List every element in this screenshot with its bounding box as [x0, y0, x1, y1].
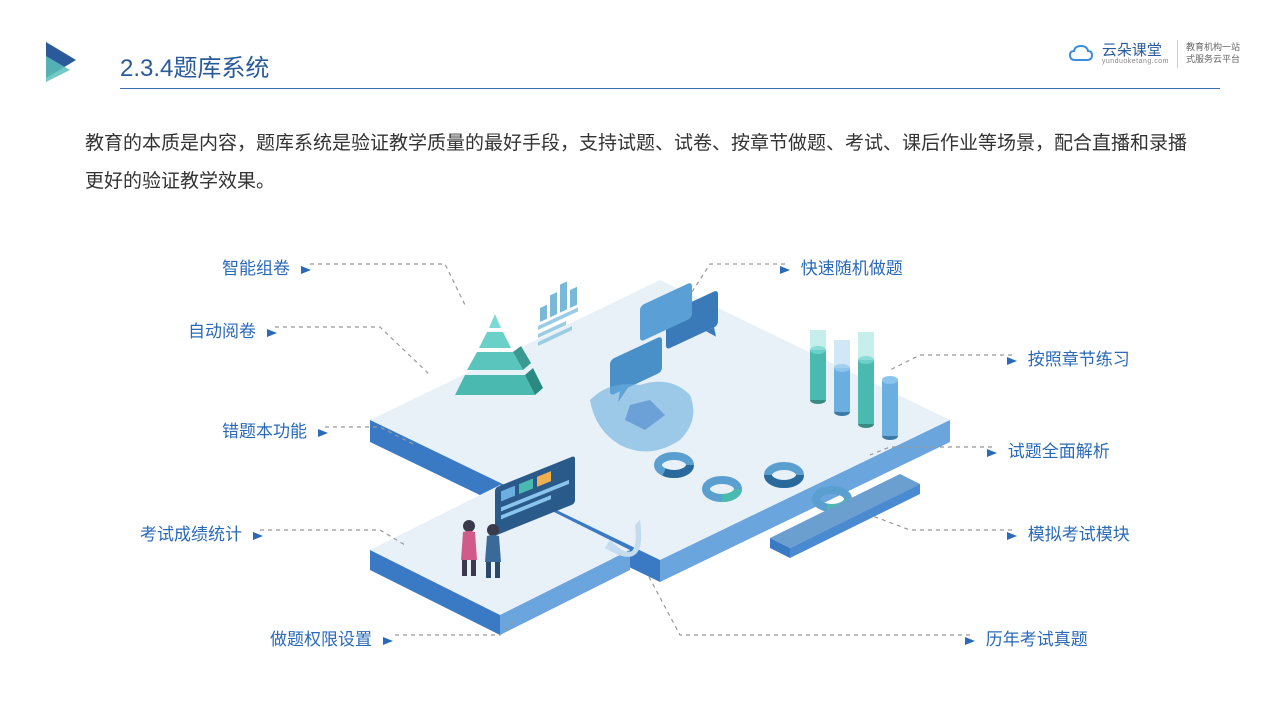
cloud-icon: [1068, 44, 1094, 64]
arrow-right-icon: [1005, 530, 1019, 542]
arrow-right-icon: [265, 327, 279, 339]
section-number: 2.3.4: [120, 55, 173, 82]
brand-logo: 云朵课堂 yunduoketang.com 教育机构一站 式服务云平台: [1068, 40, 1240, 68]
logo-tagline: 教育机构一站 式服务云平台: [1186, 42, 1240, 65]
arrow-right-icon: [1005, 355, 1019, 367]
logo-brand-url: yunduoketang.com: [1102, 58, 1169, 65]
slide-bullet-icon: [40, 38, 84, 82]
arrow-right-icon: [299, 264, 313, 276]
feature-permission: 做题权限设置: [270, 625, 395, 650]
arrow-right-icon: [985, 447, 999, 459]
arrow-right-icon: [963, 635, 977, 647]
feature-wrong-book: 错题本功能: [222, 417, 330, 442]
feature-mock-exam: 模拟考试模块: [1005, 520, 1130, 545]
arrow-right-icon: [316, 427, 330, 439]
feature-full-analysis: 试题全面解析: [985, 437, 1110, 462]
arrow-right-icon: [381, 635, 395, 647]
logo-divider: [1177, 40, 1178, 68]
feature-diagram: 智能组卷 自动阅卷 错题本功能 考试成绩统计 做题权限设置 快速随机做题 按照章…: [0, 230, 1280, 690]
feature-quick-random: 快速随机做题: [778, 254, 903, 279]
logo-brand-name: 云朵课堂: [1102, 43, 1169, 58]
arrow-right-icon: [251, 530, 265, 542]
arrow-right-icon: [778, 264, 792, 276]
description-text: 教育的本质是内容，题库系统是验证教学质量的最好手段，支持试题、试卷、按章节做题、…: [85, 125, 1195, 201]
section-title: 2.3.4题库系统: [120, 48, 269, 83]
mini-bar-chart: [540, 277, 577, 322]
slide-header: 2.3.4题库系统 云朵课堂 yunduoketang.com 教育机构一站 式…: [0, 30, 1280, 100]
section-title-text: 题库系统: [173, 55, 269, 82]
title-underline: [120, 88, 1220, 89]
feature-past-papers: 历年考试真题: [963, 625, 1088, 650]
feature-auto-grade: 自动阅卷: [188, 317, 279, 342]
feature-chapter-practice: 按照章节练习: [1005, 345, 1130, 370]
feature-score-stats: 考试成绩统计: [140, 520, 265, 545]
feature-smart-compose: 智能组卷: [222, 254, 313, 279]
